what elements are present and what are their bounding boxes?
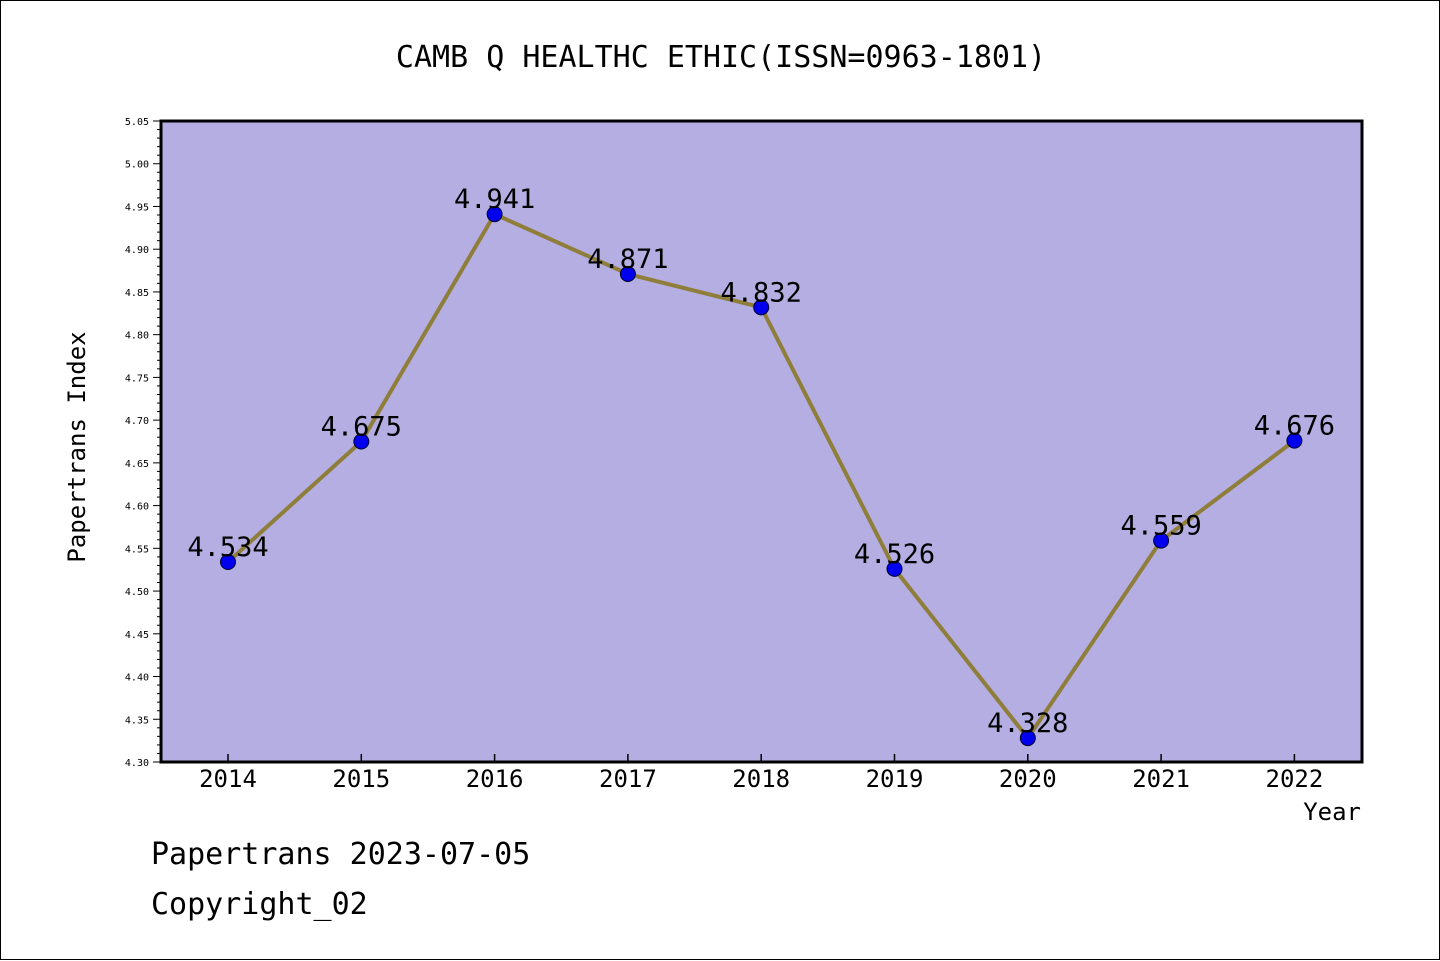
- y-tick-label: 4.55: [125, 544, 149, 555]
- y-tick-label: 4.50: [125, 587, 149, 598]
- data-point: [353, 433, 370, 450]
- y-tick-label: 4.40: [125, 673, 149, 684]
- x-tick-label: 2021: [1132, 765, 1190, 793]
- data-point: [619, 265, 636, 282]
- x-tick-label: 2014: [199, 765, 257, 793]
- data-point: [220, 554, 236, 571]
- x-axis-title: Year: [1303, 798, 1361, 826]
- footer-copyright: Copyright_02: [151, 887, 368, 922]
- data-point: [886, 560, 903, 577]
- data-point: [1286, 432, 1303, 449]
- x-tick-label: 2022: [1266, 765, 1324, 793]
- y-tick-label: 4.65: [125, 459, 149, 470]
- y-tick-label: 4.90: [125, 245, 149, 256]
- y-tick-label: 4.95: [125, 202, 149, 213]
- y-tick-label: 4.45: [125, 630, 149, 641]
- y-tick-label: 4.85: [125, 288, 149, 299]
- x-axis: 2014 2015 2016 2017 2018 2019 2020 2021 2022: [199, 754, 1323, 793]
- x-tick-label: 2019: [866, 765, 924, 793]
- y-tick-label: 4.80: [125, 331, 149, 342]
- y-tick-label: 5.05: [125, 117, 149, 128]
- data-label: 4.832: [721, 277, 802, 308]
- data-label: 4.559: [1120, 511, 1201, 542]
- data-point: [486, 206, 503, 223]
- data-point: [1153, 532, 1170, 549]
- x-tick-label: 2020: [999, 765, 1057, 793]
- data-label: 4.675: [321, 412, 402, 443]
- data-point: [753, 299, 770, 316]
- data-label: 4.328: [987, 708, 1068, 739]
- x-tick-label: 2016: [466, 765, 524, 793]
- x-tick-label: 2017: [599, 765, 657, 793]
- x-tick-label: 2018: [732, 765, 790, 793]
- y-axis: 4.30 4.35 4.40 4.45 4.50 4.55 4.60 4.65 4.70 4.75…: [125, 117, 161, 769]
- y-tick-label: 5.00: [125, 160, 149, 171]
- x-tick-label: 2015: [332, 765, 390, 793]
- data-label: 4.526: [854, 539, 935, 570]
- y-tick-label: 4.70: [125, 416, 149, 427]
- data-label: 4.676: [1254, 411, 1335, 442]
- chart-title: CAMB Q HEALTHC ETHIC(ISSN=0963-1801): [396, 40, 1046, 75]
- data-label: 4.534: [187, 532, 268, 563]
- data-label: 4.871: [587, 244, 668, 275]
- series-1: 4.534 4.675 4.941 4.871 4.832 4.526 4.328 4.559…: [187, 184, 1335, 747]
- y-tick-label: 4.30: [125, 758, 149, 769]
- footer-date-line: Papertrans 2023-07-05: [151, 837, 531, 872]
- y-tick-label: 4.60: [125, 502, 149, 513]
- data-label: 4.941: [454, 184, 535, 215]
- y-tick-label: 4.35: [125, 715, 149, 726]
- y-axis-title: Papertrans Index: [63, 331, 91, 562]
- y-tick-label: 4.75: [125, 373, 149, 384]
- data-point: [1019, 730, 1036, 747]
